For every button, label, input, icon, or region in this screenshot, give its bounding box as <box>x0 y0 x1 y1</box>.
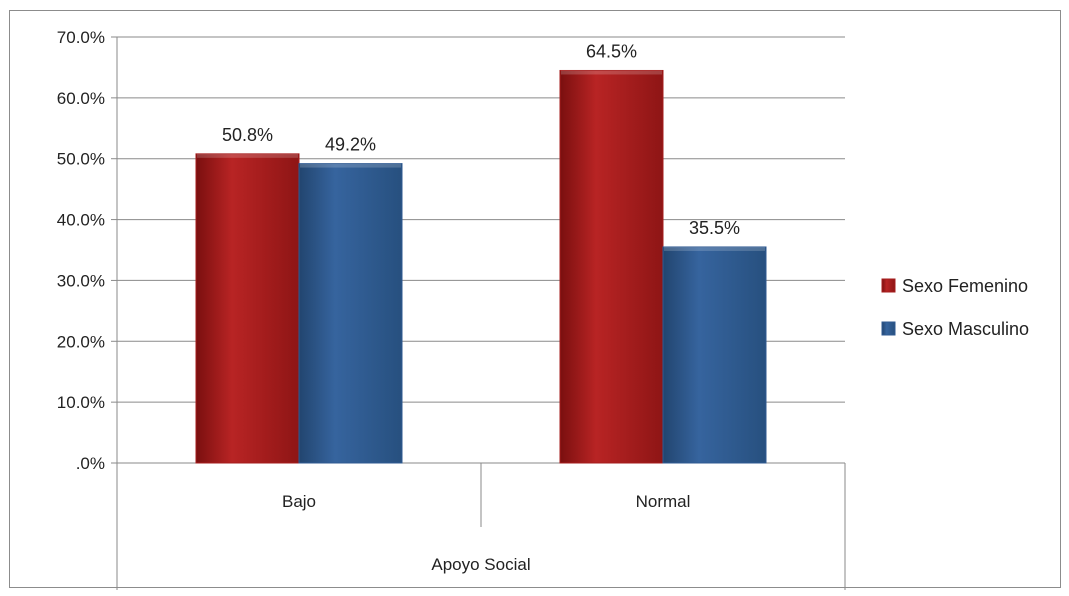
legend-label-sexo-masculino: Sexo Masculino <box>902 319 1029 339</box>
x-category-label: Bajo <box>282 492 316 511</box>
chart-frame <box>9 10 1061 588</box>
legend-label-sexo-femenino: Sexo Femenino <box>902 276 1028 296</box>
bar-sexo-femenino-bajo <box>195 153 300 464</box>
bar-highlight <box>664 246 765 251</box>
y-tick-label: 40.0% <box>57 211 105 230</box>
y-tick-label: 30.0% <box>57 271 105 290</box>
bar-highlight <box>197 153 298 158</box>
y-tick-label: 20.0% <box>57 332 105 351</box>
data-label: 49.2% <box>325 135 376 155</box>
y-tick-label: 60.0% <box>57 89 105 108</box>
x-axis-title: Apoyo Social <box>431 555 530 574</box>
legend-swatch-sexo-masculino <box>881 321 896 336</box>
data-label: 35.5% <box>689 218 740 238</box>
bar-sexo-masculino-normal <box>662 246 767 464</box>
x-category-label: Normal <box>636 492 691 511</box>
y-tick-label: 70.0% <box>57 28 105 47</box>
y-tick-label: .0% <box>76 454 105 473</box>
bar-highlight <box>561 70 662 75</box>
legend-swatch-sexo-femenino <box>881 278 896 293</box>
data-label: 64.5% <box>586 41 637 61</box>
bar-sexo-masculino-bajo <box>298 163 403 464</box>
y-tick-label: 10.0% <box>57 393 105 412</box>
bar-sexo-femenino-normal <box>559 69 664 464</box>
bar-highlight <box>300 163 401 168</box>
data-label: 50.8% <box>222 125 273 145</box>
y-tick-label: 50.0% <box>57 150 105 169</box>
